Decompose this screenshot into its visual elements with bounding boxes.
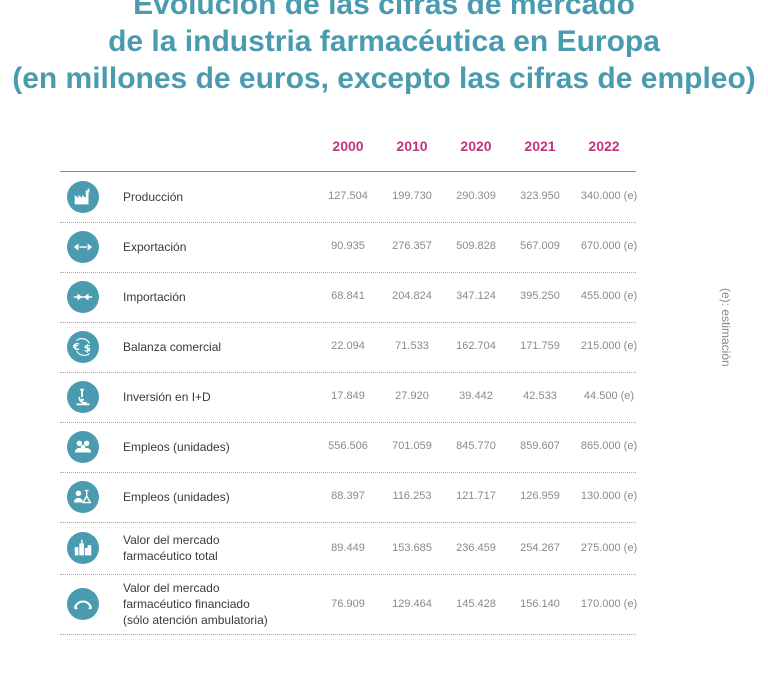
factory-icon [67, 181, 99, 213]
row-label-line-2: farmacéutico total [123, 549, 218, 563]
value-2021: 254.267 [520, 542, 560, 554]
value-2021: 126.959 [520, 490, 560, 502]
svg-text:€: € [72, 342, 80, 353]
value-2022: 865.000 (e) [580, 440, 638, 452]
value-2010: 204.824 [392, 290, 432, 302]
value-2021: 156.140 [520, 598, 560, 610]
value-2010: 71.533 [395, 340, 429, 352]
row-label: Valor del mercado farmacéutico total [123, 532, 220, 564]
row-label: Importación [123, 290, 186, 304]
value-2000: 90.935 [331, 240, 365, 252]
value-2010: 153.685 [392, 542, 432, 554]
table-row-valor-mercado-total: Valor del mercado farmacéutico total 89.… [60, 522, 637, 575]
page-title: Evolución de las cifras de mercado de la… [0, 0, 768, 97]
table-row-exportacion: Exportación 90.935 276.357 509.828 567.0… [60, 222, 637, 273]
year-2010: 2010 [396, 138, 428, 154]
value-2010: 199.730 [392, 190, 432, 202]
value-2022: 340.000 (e) [580, 190, 638, 202]
value-2000: 76.909 [331, 598, 365, 610]
row-label: Balanza comercial [123, 340, 222, 354]
value-2000: 89.449 [331, 542, 365, 554]
table-row-valor-mercado-financiado: Valor del mercado farmacéutico financiad… [60, 574, 637, 635]
row-label-line-2: farmacéutico financiado [123, 597, 250, 611]
value-2000: 68.841 [331, 290, 365, 302]
value-2020: 39.442 [459, 390, 493, 402]
value-2000: 17.849 [331, 390, 365, 402]
import-arrows-icon [67, 281, 99, 313]
value-2022: 275.000 (e) [580, 542, 638, 554]
year-2020: 2020 [460, 138, 492, 154]
value-2010: 701.059 [392, 440, 432, 452]
table-row-empleos: Empleos (unidades) 556.506 701.059 845.7… [60, 422, 637, 473]
microscope-icon [67, 381, 99, 413]
table-row-inversion-id: Inversión en I+D 17.849 27.920 39.442 42… [60, 372, 636, 423]
value-2022: 455.000 (e) [580, 290, 638, 302]
export-arrows-icon [67, 231, 99, 263]
value-2020: 162.704 [456, 340, 496, 352]
header-divider [60, 171, 636, 172]
value-2000: 127.504 [328, 190, 368, 202]
title-line-1: Evolución de las cifras de mercado [133, 0, 635, 21]
value-2020: 290.309 [456, 190, 496, 202]
value-2021: 567.009 [520, 240, 560, 252]
title-line-3: (en millones de euros, excepto las cifra… [12, 62, 756, 95]
year-2022: 2022 [588, 138, 620, 154]
market-building-icon [67, 532, 99, 564]
table-row-importacion: Importación 68.841 204.824 347.124 395.2… [60, 272, 637, 323]
value-2020: 145.428 [456, 598, 496, 610]
table-row-empleos-id: Empleos (unidades) 88.397 116.253 121.71… [60, 472, 637, 523]
people-icon [67, 431, 99, 463]
value-2020: 509.828 [456, 240, 496, 252]
value-2000: 556.506 [328, 440, 368, 452]
table-row-produccion: Producción 127.504 199.730 290.309 323.9… [60, 172, 637, 223]
value-2000: 88.397 [331, 490, 365, 502]
row-label: Exportación [123, 240, 187, 254]
value-2010: 276.357 [392, 240, 432, 252]
row-label: Empleos (unidades) [123, 440, 230, 454]
value-2021: 171.759 [520, 340, 560, 352]
value-2020: 236.459 [456, 542, 496, 554]
financed-bridge-icon [67, 588, 99, 620]
value-2021: 42.533 [523, 390, 557, 402]
estimation-note: (e): estimación [719, 288, 733, 367]
value-2021: 323.950 [520, 190, 560, 202]
row-label: Inversión en I+D [123, 390, 211, 404]
currency-exchange-icon: € $ [67, 331, 99, 363]
value-2021: 859.607 [520, 440, 560, 452]
table-row-balanza-comercial: € $ Balanza comercial 22.094 71.533 162.7… [60, 322, 637, 373]
year-header: 2000 2010 2020 2021 2022 [0, 138, 768, 158]
value-2020: 121.717 [456, 490, 496, 502]
value-2022: 215.000 (e) [580, 340, 638, 352]
value-2020: 845.770 [456, 440, 496, 452]
value-2022: 170.000 (e) [580, 598, 638, 610]
row-label: Valor del mercado farmacéutico financiad… [123, 580, 268, 628]
value-2010: 129.464 [392, 598, 432, 610]
value-2010: 27.920 [395, 390, 429, 402]
value-2010: 116.253 [392, 490, 432, 502]
value-2021: 395.250 [520, 290, 560, 302]
value-2022: 670.000 (e) [580, 240, 638, 252]
value-2000: 22.094 [331, 340, 365, 352]
value-2022: 44.500 (e) [583, 390, 635, 402]
row-label-line-1: Valor del mercado [123, 533, 220, 547]
people-research-icon [67, 481, 99, 513]
row-label-line-1: Valor del mercado [123, 581, 220, 595]
svg-text:$: $ [84, 344, 91, 355]
row-label: Producción [123, 190, 184, 204]
title-line-2: de la industria farmacéutica en Europa [108, 25, 660, 58]
value-2022: 130.000 (e) [580, 490, 638, 502]
row-label-line-3: (sólo atención ambulatoria) [123, 613, 268, 627]
value-2020: 347.124 [456, 290, 496, 302]
year-2021: 2021 [524, 138, 556, 154]
row-label: Empleos (unidades) [123, 490, 230, 504]
year-2000: 2000 [332, 138, 364, 154]
